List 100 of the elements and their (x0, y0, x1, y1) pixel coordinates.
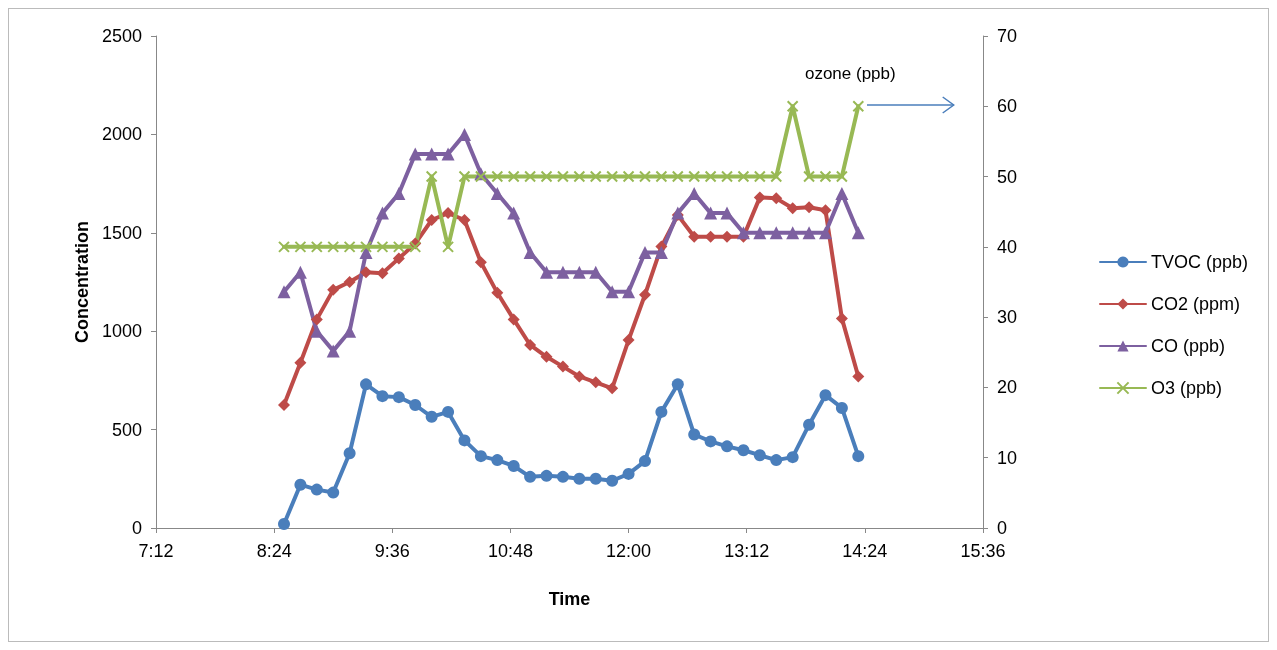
point (851, 226, 865, 240)
point (409, 399, 422, 411)
point (310, 313, 323, 326)
point (803, 170, 816, 183)
point (605, 285, 619, 299)
point (573, 170, 586, 183)
y-tick-label: 0 (131, 518, 142, 538)
point (360, 378, 373, 391)
point (425, 410, 438, 423)
point (556, 170, 569, 183)
point (786, 100, 799, 113)
y2-tick-label: 60 (997, 96, 1018, 117)
point (458, 434, 471, 447)
point (638, 288, 651, 301)
x-tick-label: 13:12 (724, 541, 770, 561)
point (442, 405, 455, 418)
point (852, 370, 865, 383)
point (507, 206, 521, 220)
point (589, 376, 602, 389)
y2-tick-label: 0 (997, 518, 1008, 538)
x-tick-label: 9:36 (374, 541, 410, 561)
point (803, 418, 816, 431)
point (622, 285, 636, 299)
point (606, 474, 619, 487)
point (360, 240, 373, 253)
legend-label: TVOC (ppb) (1150, 252, 1249, 272)
point (343, 324, 357, 338)
annotation: ozone (ppb) (804, 64, 896, 84)
point (392, 391, 405, 404)
point (802, 226, 816, 240)
point (490, 186, 504, 200)
x-axis-title: Time (548, 589, 591, 609)
point (687, 186, 701, 200)
point (294, 240, 307, 253)
point (622, 170, 635, 183)
point (294, 356, 307, 369)
point (818, 226, 832, 240)
point (606, 382, 619, 395)
point (770, 170, 783, 183)
y-tick-label: 2500 (101, 26, 142, 46)
y2-tick-label: 70 (997, 26, 1018, 46)
point (769, 226, 783, 240)
point (671, 170, 684, 183)
x-tick-label: 14:24 (842, 541, 888, 561)
y-tick-label: 500 (111, 419, 142, 440)
point (639, 455, 651, 468)
point (655, 170, 668, 183)
point (540, 469, 553, 482)
point (737, 170, 750, 183)
point (425, 214, 438, 227)
point (606, 170, 619, 183)
point (852, 100, 865, 113)
point (721, 170, 734, 183)
legend-label: CO2 (ppm) (1150, 294, 1240, 314)
point (442, 240, 455, 253)
point (655, 405, 668, 418)
y2-tick-label: 30 (997, 307, 1018, 328)
point (408, 147, 422, 161)
point (375, 206, 389, 220)
point (638, 245, 652, 259)
legend-label: CO (ppb) (1150, 336, 1226, 356)
point (343, 240, 356, 253)
x-tick-label: 10:48 (487, 541, 533, 561)
point (474, 256, 487, 269)
point (474, 450, 487, 463)
point (770, 454, 783, 467)
point (294, 478, 307, 491)
point (835, 401, 848, 414)
point (507, 170, 520, 183)
point (343, 447, 356, 460)
point (622, 467, 635, 480)
y2-tick-label: 20 (997, 377, 1018, 398)
point (310, 483, 323, 496)
point (786, 451, 799, 464)
point (688, 170, 701, 183)
point (540, 265, 554, 279)
point (392, 240, 405, 253)
y-tick-label: 1500 (101, 222, 142, 243)
point (277, 285, 291, 299)
point (753, 226, 767, 240)
y2-tick-label: 40 (997, 236, 1018, 257)
point (638, 170, 651, 183)
point (425, 147, 439, 161)
point (704, 206, 718, 220)
point (491, 454, 504, 467)
point (457, 127, 471, 141)
point (327, 240, 340, 253)
point (507, 460, 520, 472)
point (458, 170, 471, 183)
point (343, 276, 356, 288)
point (573, 472, 586, 485)
point (523, 245, 537, 259)
point (819, 170, 832, 183)
point (573, 370, 586, 383)
point (737, 444, 750, 457)
point (835, 170, 848, 183)
point (753, 170, 766, 183)
point (803, 201, 816, 214)
y2-tick-label: 10 (997, 447, 1018, 468)
point (622, 334, 635, 347)
